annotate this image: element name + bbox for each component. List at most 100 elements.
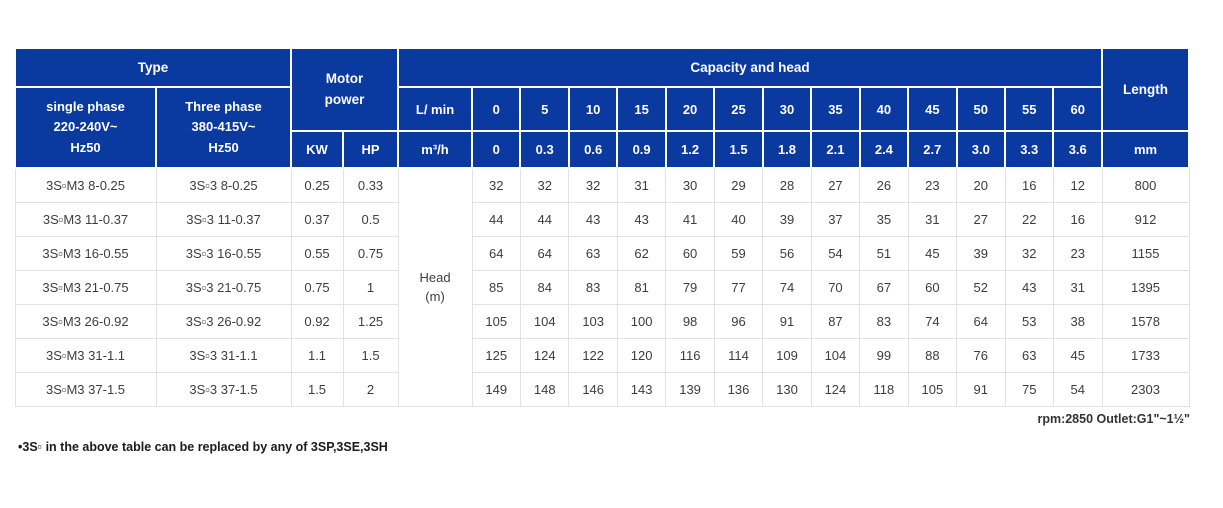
- head-value: 60: [665, 235, 715, 271]
- head-value: 27: [956, 201, 1006, 237]
- single-phase-model: 3S▫M3 31-1.1: [14, 337, 157, 373]
- three-phase-model: 3S▫3 11-0.37: [155, 201, 292, 237]
- head-value: 44: [519, 201, 570, 237]
- header-flow-lmin-label: L/ min: [397, 86, 474, 132]
- three-phase-model: 3S▫3 16-0.55: [155, 235, 292, 271]
- rpm-outlet-note: rpm:2850 Outlet:G1"~1½": [1037, 411, 1190, 426]
- head-value: 88: [907, 337, 958, 373]
- head-value: 91: [762, 303, 812, 339]
- header-hp: HP: [342, 130, 400, 169]
- head-value: 44: [471, 201, 521, 237]
- length-value: 912: [1101, 201, 1190, 237]
- head-value: 124: [810, 371, 861, 407]
- head-value: 64: [519, 235, 570, 271]
- header-length: Length: [1101, 47, 1190, 132]
- header-flow-lmin-value: 5: [519, 86, 570, 132]
- head-value: 124: [519, 337, 570, 373]
- head-value: 45: [1052, 337, 1103, 373]
- header-flow-lmin-value: 55: [1004, 86, 1055, 132]
- table-body: 3S▫M3 8-0.25 3S▫3 8-0.25 0.25 0.33 Head (m) 3…: [14, 167, 1190, 407]
- head-value: 125: [471, 337, 521, 373]
- head-value: 22: [1004, 201, 1054, 237]
- header-flow-lmin-value: 35: [810, 86, 861, 132]
- head-value: 105: [907, 371, 958, 407]
- header-flow-m3h-value: 2.7: [907, 130, 958, 169]
- head-value: 104: [810, 337, 861, 373]
- head-value: 52: [956, 269, 1006, 305]
- header-flow-lmin-value: 30: [761, 86, 813, 132]
- head-value: 63: [1004, 337, 1054, 373]
- motor-power-kw: 0.75: [290, 269, 344, 305]
- length-value: 1733: [1101, 337, 1190, 373]
- table-header: Type Motor power Capacity and head Lengt…: [13, 47, 1190, 169]
- head-value: 40: [713, 201, 764, 237]
- pump-model-row: 3S▫M3 37-1.5 3S▫3 37-1.5 1.5 2 149 148 146 143 1…: [14, 371, 1190, 407]
- pump-model-row: 3S▫M3 8-0.25 3S▫3 8-0.25 0.25 0.33 Head (m) 3…: [14, 167, 1190, 407]
- header-flow-lmin-value: 45: [907, 86, 958, 132]
- single-phase-model: 3S▫M3 8-0.25: [14, 167, 157, 203]
- head-value: 12: [1052, 167, 1103, 203]
- head-value: 74: [762, 269, 812, 305]
- head-value: 64: [471, 235, 521, 271]
- head-value: 29: [713, 167, 764, 203]
- header-single-phase: single phase 220-240V~ Hz50: [14, 86, 157, 169]
- header-flow-m3h-value: 2.1: [810, 130, 861, 169]
- head-value: 59: [713, 235, 764, 271]
- head-value: 87: [810, 303, 861, 339]
- header-kw: KW: [290, 130, 345, 169]
- head-value: 32: [471, 167, 521, 203]
- header-flow-m3h-value: 0.9: [616, 130, 667, 169]
- head-value: 23: [1052, 235, 1103, 271]
- header-length-unit: mm: [1101, 130, 1190, 169]
- three-phase-model: 3S▫3 26-0.92: [155, 303, 292, 339]
- header-flow-m3h-value: 0: [471, 130, 522, 169]
- head-value: 62: [616, 235, 667, 271]
- head-value: 54: [810, 235, 861, 271]
- header-flow-m3h-value: 0.6: [567, 130, 619, 169]
- head-value: 26: [859, 167, 909, 203]
- head-value: 96: [713, 303, 764, 339]
- header-flow-m3h-value: 0.3: [519, 130, 570, 169]
- header-flow-m3h-value: 3.0: [955, 130, 1007, 169]
- head-value: 23: [907, 167, 958, 203]
- head-value: 54: [1052, 371, 1103, 407]
- header-row-groups: Type Motor power Capacity and head Lengt…: [13, 47, 1190, 132]
- head-value: 67: [859, 269, 909, 305]
- header-flow-m3h-value: 3.6: [1052, 130, 1103, 169]
- head-value: 32: [519, 167, 570, 203]
- single-phase-model: 3S▫M3 11-0.37: [14, 201, 157, 237]
- head-value: 32: [568, 167, 618, 203]
- header-flow-lmin-value: 25: [713, 86, 764, 132]
- head-meters-label: Head (m): [397, 167, 473, 407]
- motor-power-kw: 0.37: [290, 201, 344, 237]
- header-flow-m3h-value: 1.2: [664, 130, 716, 169]
- motor-power-hp: 0.75: [342, 235, 399, 271]
- head-value: 116: [665, 337, 715, 373]
- motor-power-hp: 1: [342, 269, 399, 305]
- motor-power-kw: 0.25: [290, 167, 344, 203]
- head-value: 74: [907, 303, 958, 339]
- motor-power-hp: 0.5: [342, 201, 399, 237]
- head-value: 149: [471, 371, 521, 407]
- pump-model-row: 3S▫M3 21-0.75 3S▫3 21-0.75 0.75 1 85 84 83 81 79…: [14, 269, 1190, 305]
- header-flow-lmin-value: 15: [616, 86, 667, 132]
- head-value: 118: [859, 371, 909, 407]
- header-type: Type: [13, 47, 293, 88]
- head-value: 20: [956, 167, 1006, 203]
- three-phase-model: 3S▫3 31-1.1: [155, 337, 292, 373]
- motor-power-kw: 0.92: [290, 303, 344, 339]
- header-flow-m3h-label: m³/h: [397, 130, 474, 169]
- head-value: 70: [810, 269, 861, 305]
- head-value: 136: [713, 371, 764, 407]
- head-value: 83: [568, 269, 618, 305]
- head-value: 31: [616, 167, 667, 203]
- head-value: 16: [1052, 201, 1103, 237]
- header-flow-m3h-value: 1.5: [713, 130, 764, 169]
- header-three-phase: Three phase 380-415V~ Hz50: [154, 86, 293, 169]
- three-phase-model: 3S▫3 37-1.5: [155, 371, 292, 407]
- pump-specification-table: Type Motor power Capacity and head Lengt…: [13, 47, 1190, 407]
- head-value: 51: [859, 235, 909, 271]
- head-value: 53: [1004, 303, 1054, 339]
- head-value: 37: [810, 201, 861, 237]
- single-phase-model: 3S▫M3 26-0.92: [14, 303, 157, 339]
